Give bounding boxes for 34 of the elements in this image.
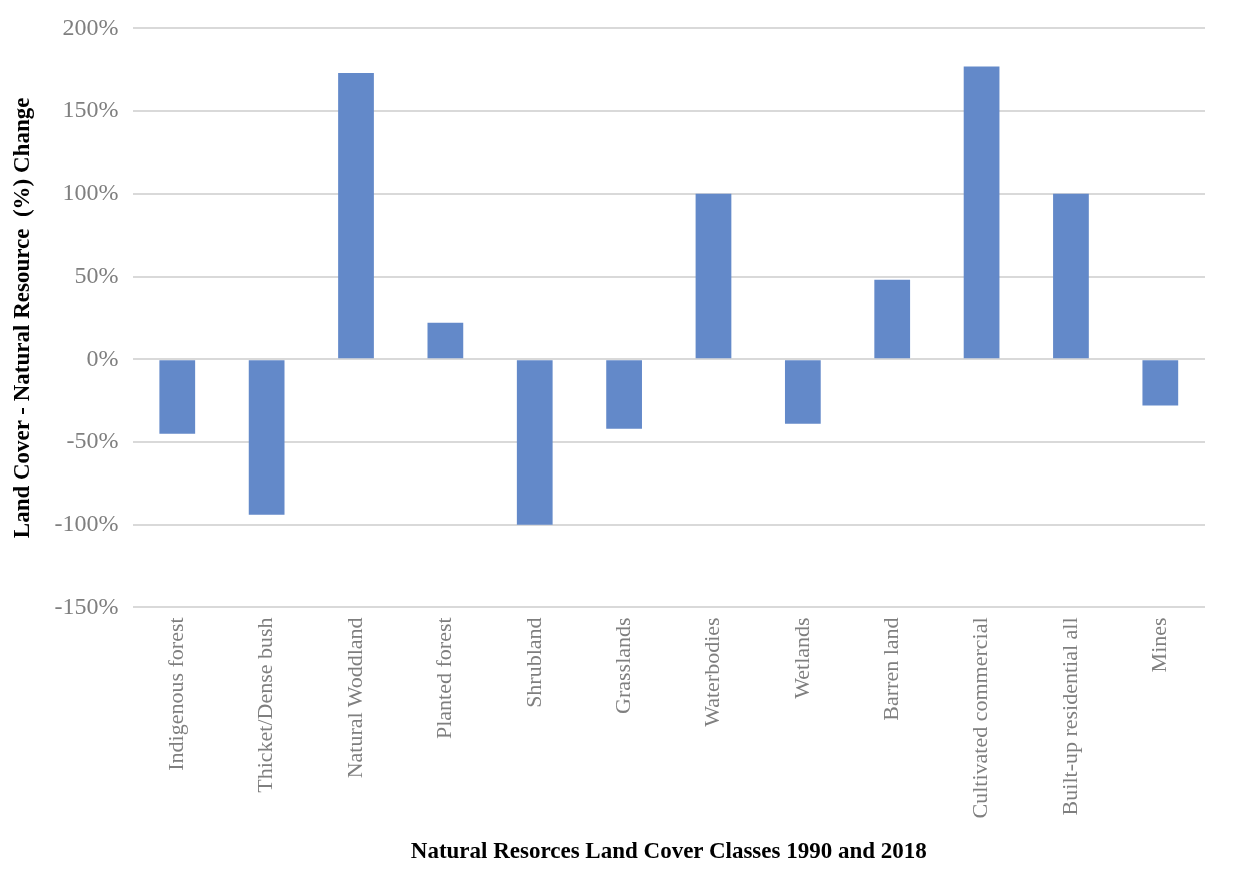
x-tick-label: Built-up residential all — [1056, 617, 1082, 816]
bar — [1142, 360, 1179, 406]
bar — [248, 360, 285, 515]
bar — [606, 360, 642, 429]
y-tick-label: 100% — [62, 179, 119, 206]
x-tick-label: Natural Woddland — [341, 617, 367, 779]
bar — [1053, 193, 1089, 359]
bar — [874, 279, 911, 359]
y-tick-label: 200% — [62, 13, 119, 40]
bar — [784, 360, 821, 424]
x-tick-label: Shrubland — [520, 617, 546, 708]
bar — [516, 360, 553, 525]
x-tick-label: Waterbodies — [699, 617, 725, 727]
x-tick-label: Mines — [1146, 617, 1172, 673]
x-tick-label: Barren land — [877, 617, 903, 721]
x-tick-label: Indigenous forest — [163, 617, 189, 771]
x-axis-title: Natural Resorces Land Cover Classes 1990 and 2018 — [410, 838, 927, 864]
x-tick-label: Cultivated commercial — [967, 617, 993, 819]
y-tick-label: -150% — [54, 592, 119, 619]
y-axis-title: Land Cover - Natural Resource (%) Change — [8, 97, 34, 539]
bar — [338, 73, 374, 359]
y-tick-label: 0% — [86, 344, 119, 371]
y-tick-label: 150% — [62, 96, 119, 123]
x-tick-label: Thicket/Dense bush — [252, 617, 278, 793]
x-tick-label: Grasslands — [609, 617, 635, 714]
x-tick-label: Wetlands — [788, 617, 814, 699]
bar — [427, 322, 464, 359]
bar — [695, 193, 732, 359]
y-tick-label: -100% — [54, 509, 119, 536]
y-tick-label: -50% — [66, 427, 119, 454]
y-tick-label: 50% — [74, 261, 119, 288]
bar — [963, 66, 1000, 359]
x-tick-label: Planted forest — [431, 617, 457, 740]
bar — [159, 360, 196, 434]
